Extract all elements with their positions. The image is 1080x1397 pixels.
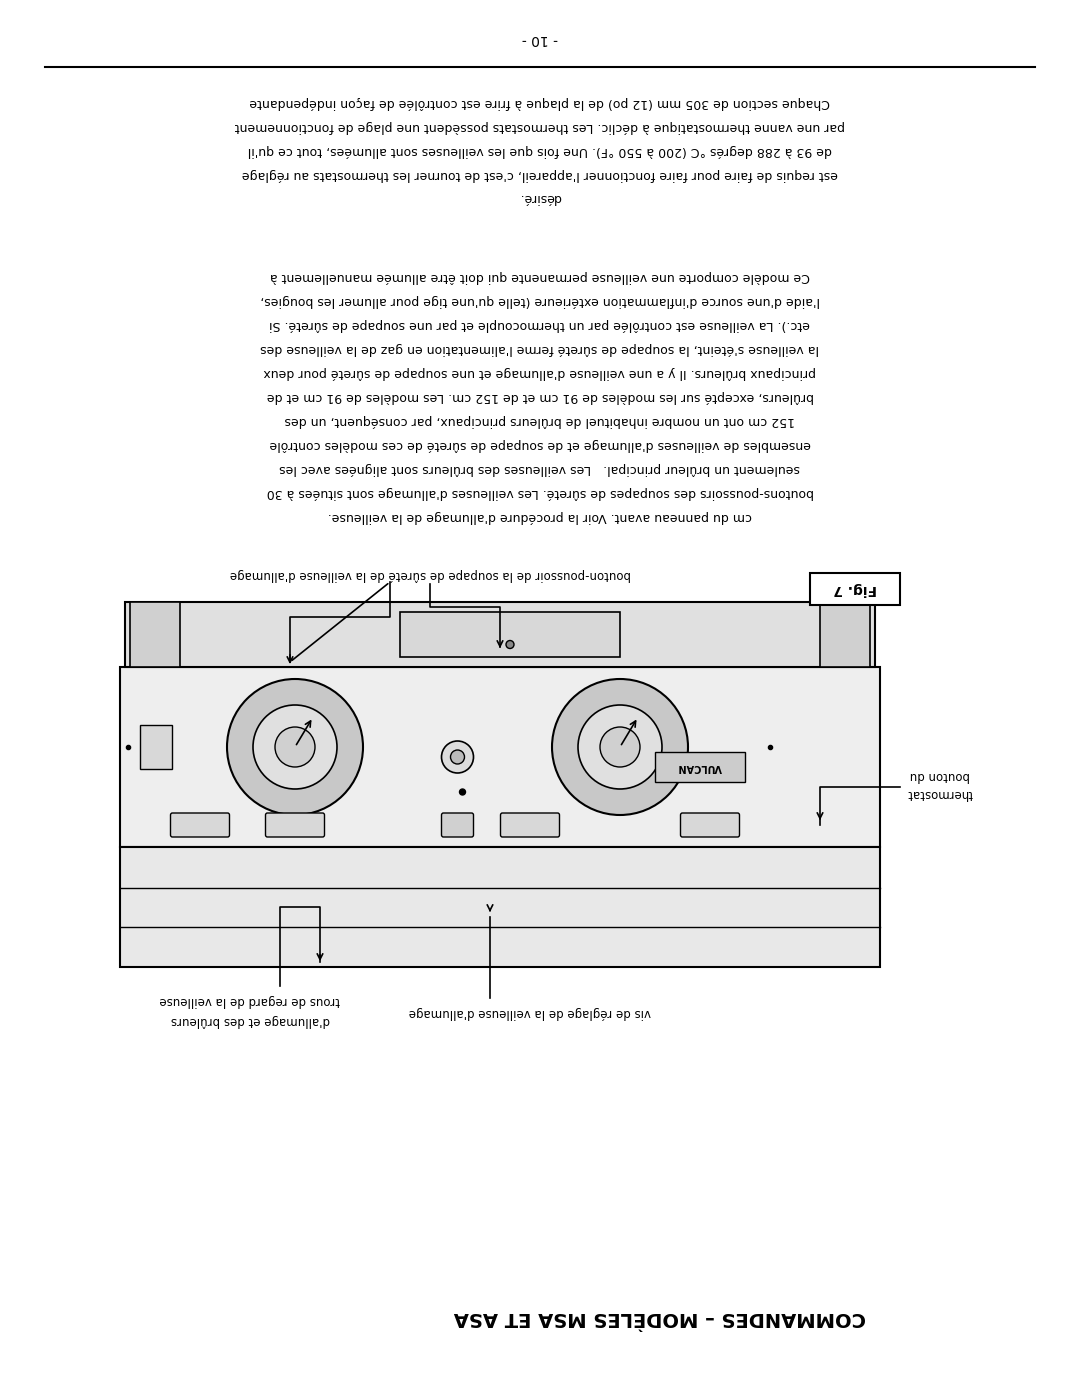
Circle shape bbox=[442, 740, 473, 773]
Circle shape bbox=[275, 726, 315, 767]
Circle shape bbox=[253, 705, 337, 789]
Text: cm du panneau avant. Voir la procédure d'allumage de la veilleuse.: cm du panneau avant. Voir la procédure d… bbox=[328, 510, 752, 524]
Text: par une vanne thermostatique à déclic. Les thermostats possèdent une plage de fo: par une vanne thermostatique à déclic. L… bbox=[234, 120, 846, 133]
Bar bbox=[125, 602, 875, 666]
Text: ensembles de veilleuses d'allumage et de soupape de sûreté de ces modèles contrô: ensembles de veilleuses d'allumage et de… bbox=[269, 439, 811, 451]
Text: boutons-poussoirs des soupapes de sûreté. Les veilleuses d'allumage sont situées: boutons-poussoirs des soupapes de sûreté… bbox=[267, 486, 813, 500]
FancyBboxPatch shape bbox=[680, 813, 740, 837]
Circle shape bbox=[459, 789, 465, 795]
Bar bbox=[120, 666, 880, 847]
Bar bbox=[820, 602, 870, 666]
Circle shape bbox=[600, 726, 640, 767]
Bar bbox=[140, 725, 172, 768]
Text: bouton du: bouton du bbox=[909, 768, 970, 781]
Text: 152 cm ont un nombre inhabituel de brûleurs principaux, par conséquent, un des: 152 cm ont un nombre inhabituel de brûle… bbox=[285, 415, 795, 427]
Text: est requis de faire pour faire fonctionner l'appareil, c'est de tourner les ther: est requis de faire pour faire fonctionn… bbox=[242, 168, 838, 180]
Circle shape bbox=[578, 705, 662, 789]
Text: principaux brûleurs. Il y a une veilleuse d'allumage et une soupape de sûreté po: principaux brûleurs. Il y a une veilleus… bbox=[264, 366, 816, 380]
Text: bouton-poussoir de la soupape de sûreté de la veilleuse d'allumage: bouton-poussoir de la soupape de sûreté … bbox=[229, 569, 631, 581]
Circle shape bbox=[227, 679, 363, 814]
Text: d'allumage et des brûleurs: d'allumage et des brûleurs bbox=[171, 1013, 329, 1027]
Text: de 93 à 288 degrés °C (200 à 550 °F). Une fois que les veilleuses sont allumées,: de 93 à 288 degrés °C (200 à 550 °F). Un… bbox=[248, 144, 832, 156]
Text: Ce modèle comporte une veilleuse permanente qui doit être allumée manuellement à: Ce modèle comporte une veilleuse permane… bbox=[270, 271, 810, 284]
FancyBboxPatch shape bbox=[442, 813, 473, 837]
Bar bbox=[120, 847, 880, 967]
FancyBboxPatch shape bbox=[171, 813, 229, 837]
FancyBboxPatch shape bbox=[266, 813, 324, 837]
Text: thermostat: thermostat bbox=[907, 788, 973, 800]
Text: etc.). La veilleuse est contrôlée par un thermocouple et par une soupape de sûre: etc.). La veilleuse est contrôlée par un… bbox=[270, 319, 810, 331]
Text: désiré.: désiré. bbox=[518, 191, 562, 204]
Text: trous de regard de la veilleuse: trous de regard de la veilleuse bbox=[160, 993, 340, 1006]
Text: COMMANDES – MODÈLES MSA ET ASA: COMMANDES – MODÈLES MSA ET ASA bbox=[454, 1308, 866, 1327]
FancyBboxPatch shape bbox=[500, 813, 559, 837]
Bar bbox=[810, 573, 900, 605]
Circle shape bbox=[552, 679, 688, 814]
Bar bbox=[654, 752, 745, 782]
Circle shape bbox=[507, 640, 514, 648]
Text: VULCAN: VULCAN bbox=[678, 761, 723, 773]
Text: Fig. 7: Fig. 7 bbox=[833, 583, 877, 597]
Bar bbox=[130, 602, 180, 666]
Text: brûleurs, excepté sur les modèles de 91 cm et de 152 cm. Les modèles de 91 cm et: brûleurs, excepté sur les modèles de 91 … bbox=[267, 391, 813, 404]
Text: l'aide d'une source d'inflammation extérieure (telle qu'une tige pour allumer le: l'aide d'une source d'inflammation extér… bbox=[260, 295, 820, 307]
Bar bbox=[400, 612, 620, 657]
Text: seulement un brûleur principal.   Les veilleuses des brûleurs sont alignées avec: seulement un brûleur principal. Les veil… bbox=[280, 462, 800, 475]
Circle shape bbox=[450, 750, 464, 764]
Text: Chaque section de 305 mm (12 po) de la plaque à frire est contrôlée de façon ind: Chaque section de 305 mm (12 po) de la p… bbox=[249, 95, 831, 109]
Text: vis de réglage de la veilleuse d'allumage: vis de réglage de la veilleuse d'allumag… bbox=[409, 1006, 651, 1018]
Text: la veilleuse s'éteint, la soupape de sûreté ferme l'alimentation en gaz de la ve: la veilleuse s'éteint, la soupape de sûr… bbox=[260, 342, 820, 355]
Text: - 10 -: - 10 - bbox=[522, 32, 558, 46]
